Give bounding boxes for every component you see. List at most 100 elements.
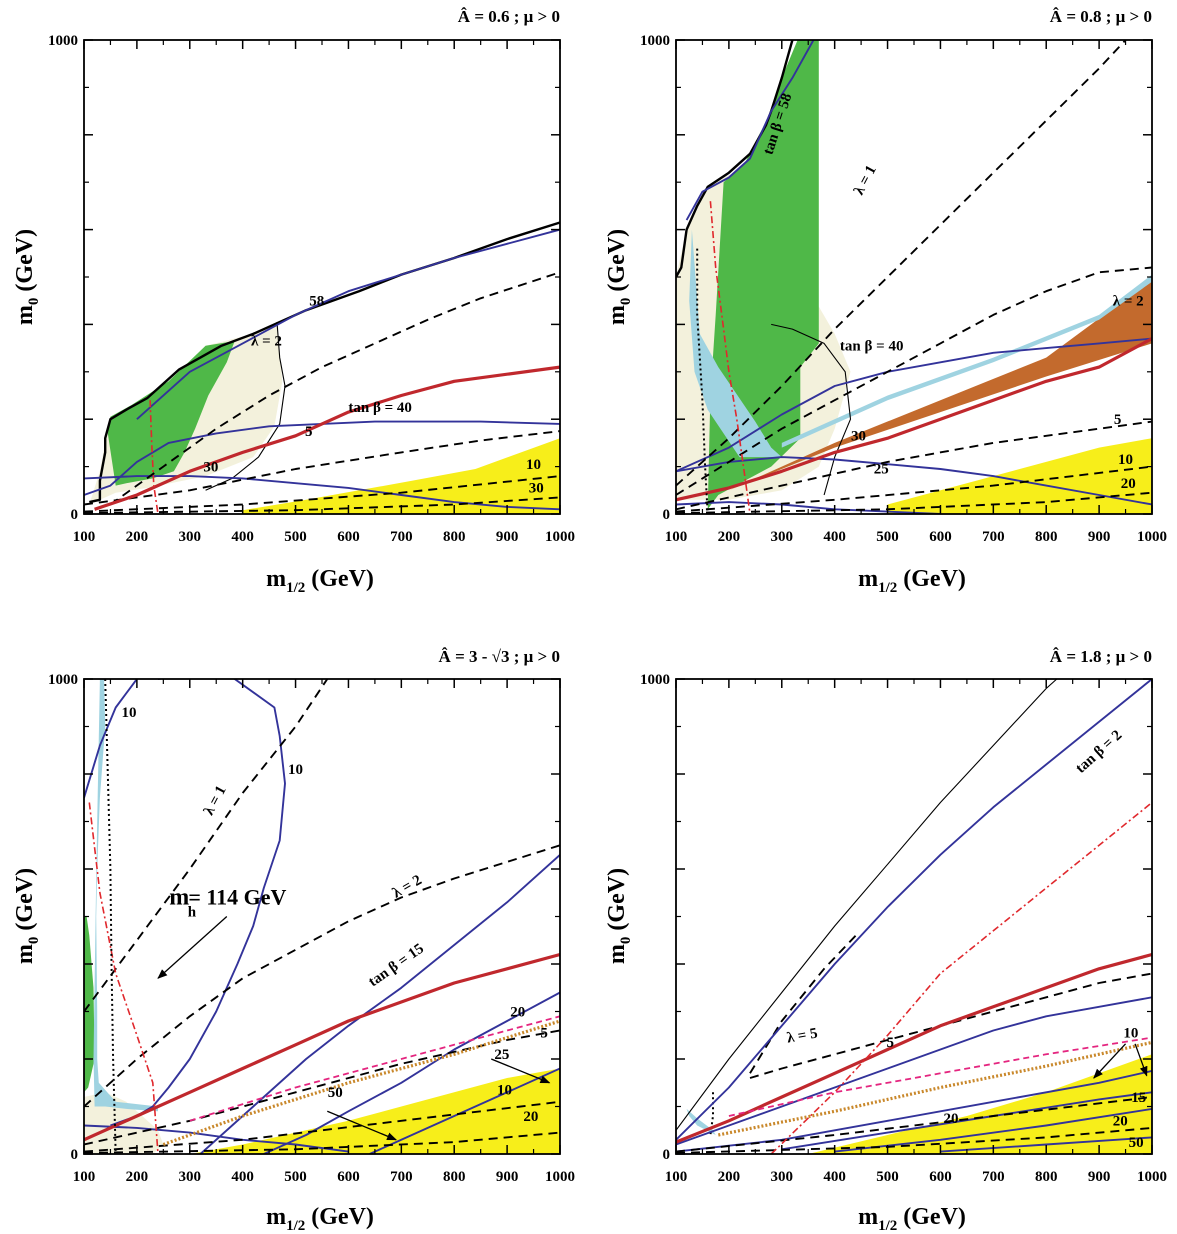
tan-beta-50-curve	[940, 1136, 1152, 1153]
panel-title: Â = 3 - √3 ; μ > 0	[439, 647, 560, 666]
curve-label: λ = 2	[390, 872, 425, 901]
curve-label: 10	[526, 457, 541, 473]
x-tick-label: 300	[179, 529, 202, 545]
annotation-arrow	[157, 916, 228, 979]
lambda-loop-curve	[749, 934, 857, 1074]
x-tick-label: 100	[665, 1169, 688, 1185]
black-dotted-curve	[104, 679, 117, 1154]
red-dashdot-curve	[709, 201, 751, 514]
lambda-10-curve	[676, 465, 1152, 513]
panel-title: Â = 1.8 ; μ > 0	[1050, 647, 1152, 666]
curve-label: 5	[886, 1035, 894, 1051]
x-tick-label: 200	[718, 1169, 741, 1185]
curve-label: h	[188, 905, 197, 921]
curve-label: m	[169, 885, 189, 911]
tan-beta-10-loop-curve	[110, 679, 286, 1127]
lambda-2-curve	[109, 271, 560, 506]
red-line-curve	[84, 952, 560, 1142]
curve-label: tan β = 15	[366, 941, 427, 991]
x-tick-label: 700	[390, 529, 413, 545]
curve-label: 20	[1121, 476, 1136, 492]
x-tick-label: 500	[284, 1169, 307, 1185]
curve-label: 50	[1129, 1135, 1144, 1151]
red-dashdot-curve	[88, 802, 159, 1154]
mh-contour-curve	[771, 323, 852, 496]
region-green	[107, 341, 235, 486]
x-tick-label: 600	[929, 529, 952, 545]
red-line-curve	[676, 337, 1152, 502]
y-axis-label: m0 (GeV)	[604, 868, 634, 964]
y-tick-label: 1000	[640, 672, 670, 688]
x-tick-label: 400	[231, 1169, 254, 1185]
x-tick-label: 1000	[1137, 529, 1167, 545]
curve-label: 50	[328, 1085, 343, 1101]
red-line-curve	[94, 365, 560, 511]
panel-title: Â = 0.8 ; μ > 0	[1050, 7, 1152, 26]
plot-area	[84, 221, 560, 514]
tan-beta-30-curve	[676, 456, 1152, 506]
curve-label: 10	[1123, 1026, 1138, 1042]
y-tick-label: 0	[71, 1147, 79, 1163]
plot-area	[676, 40, 1152, 514]
x-tick-label: 400	[823, 1169, 846, 1185]
boundary-curve	[676, 679, 1058, 1131]
region-yellow	[887, 438, 1152, 514]
region-yellow	[242, 438, 560, 514]
y-tick-label: 0	[71, 507, 79, 523]
magenta-dash-curve	[728, 1036, 1152, 1117]
lambda-10-curve	[84, 1100, 560, 1153]
curve-label: λ = 5	[786, 1025, 819, 1046]
curve-label: 10	[1118, 452, 1133, 468]
panel-1: 58 λ = 2 tan β = 40 5 30 10 30 100 200 300 400 500 6…	[12, 7, 575, 596]
curve-label: 58	[309, 293, 324, 309]
x-axis-label: m1/2 (GeV)	[858, 566, 966, 596]
curve-label: 10	[121, 705, 136, 721]
lambda-5-curve	[84, 1029, 560, 1146]
tan-beta-20-curve	[263, 991, 560, 1154]
curve-label: 5	[540, 1026, 548, 1042]
y-tick-label: 1000	[640, 33, 670, 49]
y-tick-label: 1000	[48, 33, 78, 49]
curve-label: λ = 1	[201, 783, 230, 818]
lambda-10-curve	[676, 1096, 1152, 1153]
red-line-curve	[676, 952, 1152, 1144]
annotation-arrow	[327, 1110, 397, 1141]
curve-label: 10	[288, 762, 303, 778]
curve-label: 25	[494, 1047, 509, 1063]
lambda-10-curve	[84, 475, 560, 513]
red-dashdot-curve	[770, 801, 1152, 1154]
plot-area	[676, 679, 1152, 1154]
x-tick-label: 600	[337, 529, 360, 545]
x-tick-label: 400	[823, 529, 846, 545]
y-axis-label: m0 (GeV)	[12, 229, 42, 325]
x-tick-label: 700	[982, 1169, 1005, 1185]
x-tick-label: 700	[390, 1169, 413, 1185]
x-tick-label: 400	[231, 529, 254, 545]
panel-title: Â = 0.6 ; μ > 0	[458, 7, 560, 26]
x-tick-label: 200	[126, 1169, 149, 1185]
x-tick-label: 1000	[1137, 1169, 1167, 1185]
plot-area	[84, 679, 560, 1154]
x-tick-label: 600	[337, 1169, 360, 1185]
x-axis-label: m1/2 (GeV)	[266, 566, 374, 596]
y-axis-label: m0 (GeV)	[12, 868, 42, 964]
curve-label: 30	[529, 481, 544, 497]
curve-label: λ = 1	[851, 163, 880, 198]
black-dotted-curve	[696, 248, 709, 514]
y-tick-label: 1000	[48, 672, 78, 688]
tan-beta-40-curve	[676, 337, 1152, 473]
curve-label: 10	[497, 1083, 512, 1099]
x-tick-label: 900	[1088, 1169, 1111, 1185]
curve-label: 15	[1131, 1090, 1146, 1106]
x-tick-label: 300	[179, 1169, 202, 1185]
x-tick-label: 600	[929, 1169, 952, 1185]
x-tick-label: 900	[1088, 529, 1111, 545]
curve-label: = 114 GeV	[188, 885, 286, 910]
region-yellow	[189, 1068, 560, 1154]
curve-label: 20	[944, 1111, 959, 1127]
x-tick-label: 100	[73, 1169, 96, 1185]
x-tick-label: 1000	[545, 529, 575, 545]
panel-3: 10 10 λ = 1 λ = 2 mh= 114 GeV tan β = 15 20 5 25…	[12, 647, 575, 1234]
tan-beta-5-curve	[676, 996, 1152, 1146]
